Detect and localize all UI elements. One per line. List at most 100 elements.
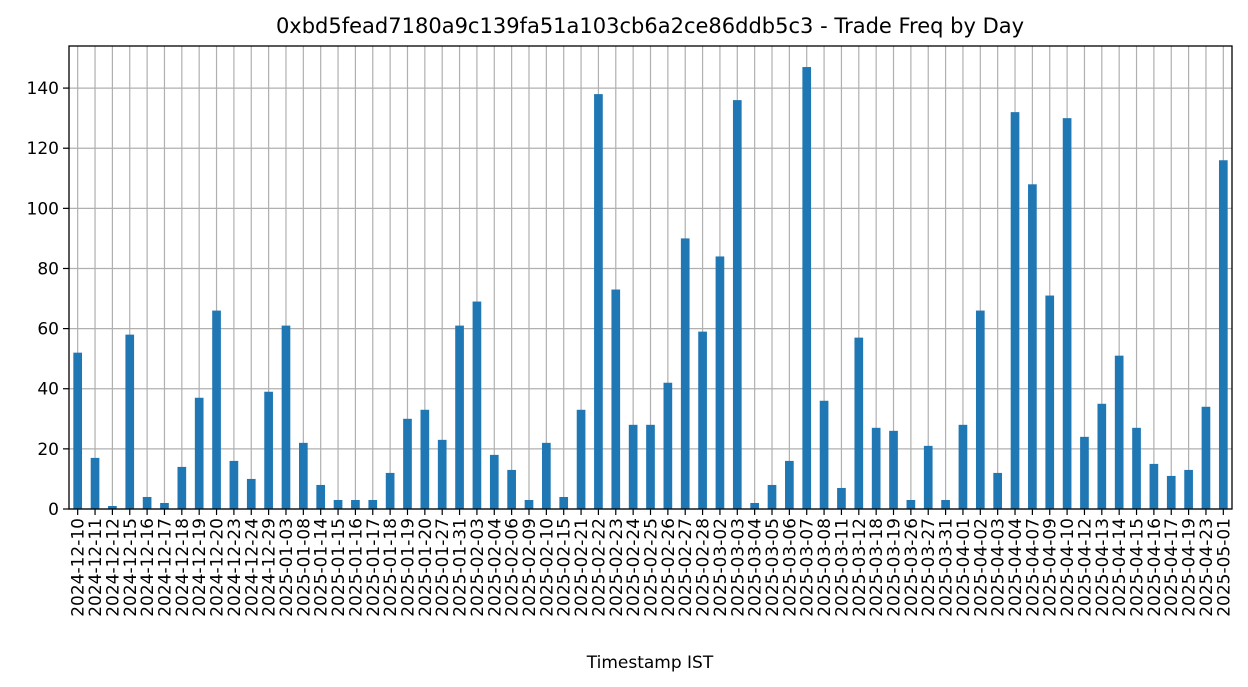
- bar: [785, 460, 794, 509]
- x-tick-label: 2025-03-02: [711, 518, 731, 617]
- bar: [229, 460, 239, 509]
- y-tick-label: 140: [27, 79, 59, 99]
- x-tick-label: 2024-12-24: [242, 518, 262, 617]
- bar: [698, 331, 707, 509]
- x-tick-label: 2024-12-11: [86, 518, 106, 617]
- x-tick-label: 2025-03-04: [746, 518, 766, 617]
- x-tick-label: 2024-12-19: [190, 518, 210, 617]
- bar: [941, 499, 950, 509]
- x-tick-label: 2025-03-26: [902, 518, 922, 617]
- bar: [489, 454, 499, 509]
- y-axis-ticks: 0 20 40 60 80 100 120 140: [27, 79, 69, 520]
- x-tick-label: 2025-04-19: [1180, 518, 1200, 617]
- chart-title: 0xbd5fead7180a9c139fa51a103cb6a2ce86ddb5…: [276, 14, 1024, 38]
- bars: [73, 67, 1228, 510]
- x-tick-label: 2025-01-08: [294, 518, 314, 617]
- bar: [507, 469, 516, 509]
- bar: [160, 502, 169, 509]
- bar: [1166, 475, 1176, 509]
- x-tick-label: 2025-02-26: [659, 518, 679, 617]
- x-axis-ticks: 2024-12-102024-12-112024-12-122024-12-15…: [69, 509, 1234, 617]
- x-tick-label: 2025-04-17: [1162, 518, 1182, 617]
- bar: [524, 499, 534, 509]
- x-tick-label: 2024-12-23: [225, 518, 245, 617]
- x-tick-label: 2024-12-20: [208, 518, 228, 617]
- bar: [923, 445, 933, 509]
- bar: [1080, 436, 1089, 509]
- bar: [594, 94, 603, 510]
- x-tick-label: 2025-01-16: [346, 518, 366, 617]
- x-tick-label: 2025-04-03: [989, 518, 1009, 617]
- x-tick-label: 2025-04-04: [1006, 518, 1026, 617]
- bar: [732, 100, 742, 509]
- bar: [993, 472, 1003, 509]
- bar: [108, 505, 117, 509]
- x-tick-label: 2025-04-14: [1110, 518, 1130, 617]
- x-tick-label: 2024-12-15: [121, 518, 141, 617]
- x-tick-label: 2025-03-08: [815, 518, 835, 617]
- x-tick-label: 2025-02-21: [572, 518, 592, 617]
- y-tick-label: 80: [37, 259, 59, 279]
- bar: [385, 472, 395, 509]
- bar: [819, 400, 829, 509]
- bar: [750, 502, 759, 509]
- y-tick-label: 40: [37, 380, 59, 400]
- x-tick-label: 2025-04-13: [1093, 518, 1113, 617]
- x-tick-label: 2025-02-15: [555, 518, 575, 617]
- bar: [1097, 403, 1107, 509]
- x-tick-label: 2025-04-10: [1058, 518, 1078, 617]
- y-tick-label: 60: [37, 320, 59, 340]
- bar: [437, 439, 447, 509]
- bar: [542, 442, 551, 509]
- bar: [889, 430, 898, 509]
- bar: [1132, 427, 1141, 509]
- bar: [1201, 406, 1211, 509]
- x-tick-label: 2025-04-02: [971, 518, 991, 617]
- x-tick-label: 2025-04-16: [1145, 518, 1165, 617]
- x-tick-label: 2025-04-01: [954, 518, 974, 617]
- bar: [646, 424, 655, 509]
- bar: [351, 499, 360, 509]
- bar: [1218, 160, 1228, 509]
- bar: [975, 310, 985, 509]
- x-tick-label: 2024-12-17: [155, 518, 175, 617]
- bar: [281, 325, 291, 509]
- bar: [455, 325, 464, 509]
- bar: [1010, 112, 1020, 510]
- bar: [871, 427, 881, 509]
- x-tick-label: 2025-02-22: [589, 518, 609, 617]
- x-tick-label: 2025-02-24: [624, 518, 644, 617]
- x-tick-label: 2025-01-15: [329, 518, 349, 617]
- bar: [368, 499, 378, 509]
- bar: [420, 409, 430, 509]
- bar: [1149, 463, 1159, 509]
- bar: [194, 397, 204, 509]
- x-tick-label: 2025-01-14: [312, 518, 332, 617]
- bar: [177, 466, 187, 509]
- bar: [1184, 469, 1193, 509]
- x-tick-label: 2025-03-07: [798, 518, 818, 617]
- bar: [73, 352, 83, 509]
- bar: [90, 457, 100, 509]
- bar: [906, 499, 916, 509]
- x-tick-label: 2025-01-03: [277, 518, 297, 617]
- x-tick-label: 2025-01-27: [433, 518, 453, 617]
- x-tick-label: 2025-01-19: [398, 518, 418, 617]
- bar: [212, 310, 221, 509]
- x-tick-label: 2025-02-06: [503, 518, 523, 617]
- bar: [837, 487, 846, 509]
- y-tick-label: 120: [27, 139, 59, 159]
- bar: [125, 334, 135, 509]
- bar: [628, 424, 638, 509]
- x-axis-title: Timestamp IST: [586, 653, 714, 673]
- bar: [611, 289, 621, 509]
- x-tick-label: 2025-02-27: [676, 518, 696, 617]
- bar: [958, 424, 968, 509]
- bar: [1062, 118, 1072, 509]
- bar: [1114, 355, 1124, 509]
- y-tick-label: 100: [27, 199, 59, 219]
- bar: [264, 391, 273, 509]
- x-tick-label: 2025-03-27: [919, 518, 939, 617]
- bar: [802, 67, 812, 509]
